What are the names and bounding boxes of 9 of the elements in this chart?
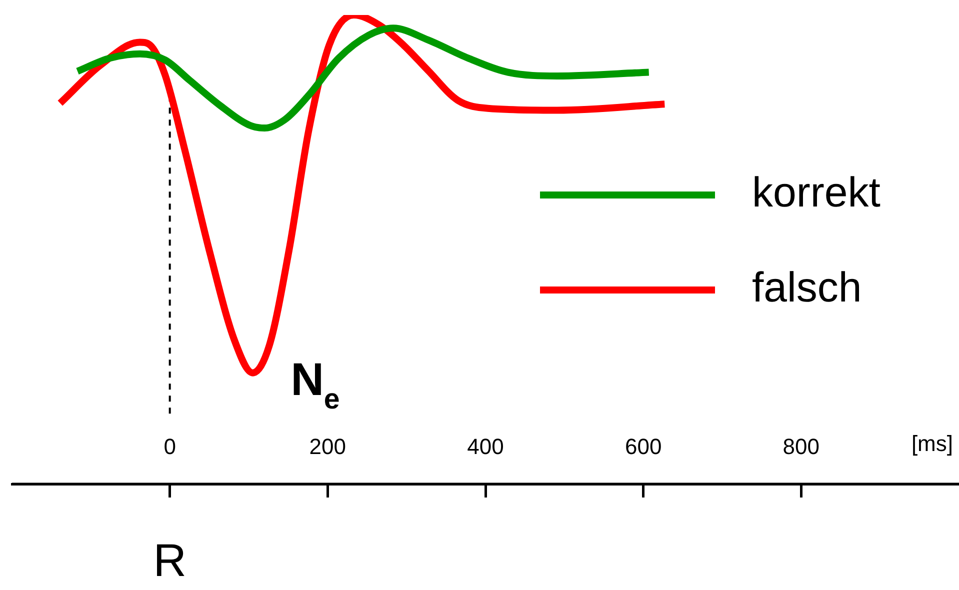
legend-label: falsch [752,264,862,311]
x-tick-label: 800 [782,434,820,459]
x-axis-title: [ms] [911,431,953,456]
legend-label: korrekt [752,168,881,216]
x-tick-label: 600 [624,434,662,459]
x-tick-label: 0 [164,434,176,459]
x-tick-label: 200 [309,434,346,459]
x-tick-label: 400 [467,434,504,459]
text: R [153,534,186,586]
